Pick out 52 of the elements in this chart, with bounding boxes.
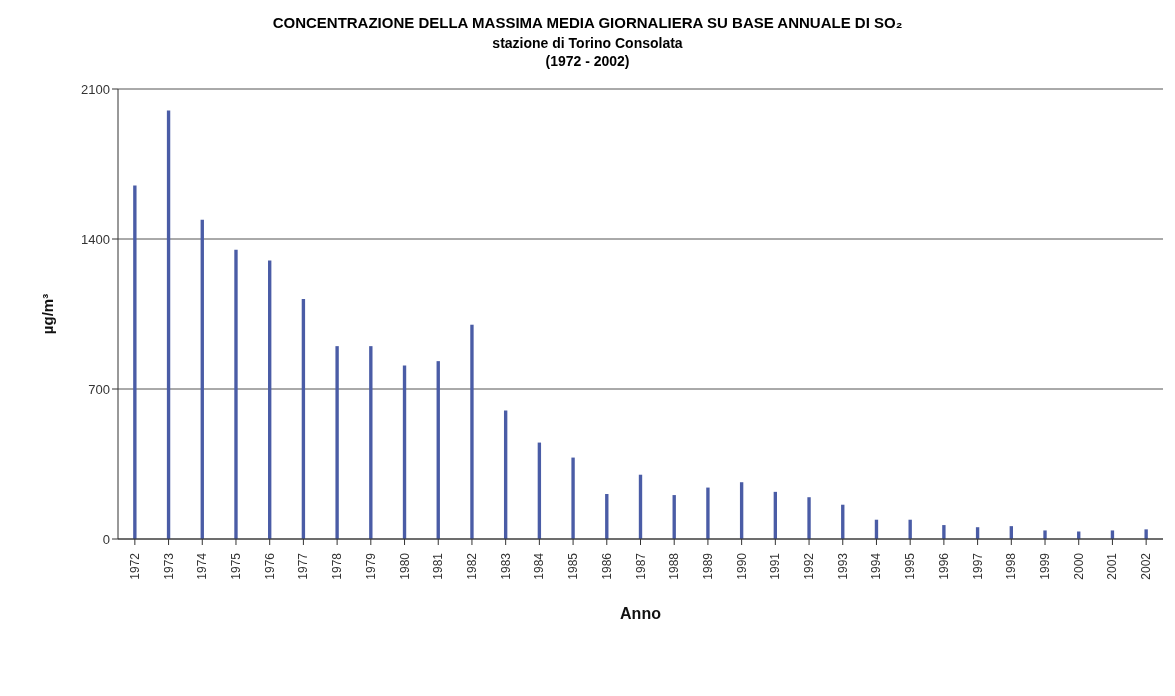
bar [706, 487, 710, 539]
x-tick-label: 1981 [431, 552, 446, 580]
x-tick-label: 1978 [330, 552, 345, 580]
x-tick-label: 2001 [1105, 552, 1120, 580]
x-tick-label: 1989 [700, 552, 715, 580]
y-tick-label: 2100 [81, 81, 110, 97]
bar [1144, 529, 1148, 539]
bar [1043, 530, 1047, 539]
y-axis-title: µg/m³ [39, 293, 57, 335]
x-tick-label: 1999 [1038, 552, 1053, 580]
x-tick-label: 1992 [802, 552, 817, 580]
x-tick-label: 1972 [127, 552, 142, 580]
x-tick-label: 1983 [498, 552, 513, 580]
x-tick-label: 1987 [633, 552, 648, 580]
x-tick-label: 2000 [1071, 552, 1086, 580]
chart-subtitle: stazione di Torino Consolata [491, 35, 684, 51]
x-axis-title: Anno [620, 605, 662, 622]
x-tick-label: 1997 [970, 552, 985, 580]
y-tick-label: 1400 [81, 231, 110, 247]
x-tick-label: 1993 [835, 552, 850, 580]
bar [234, 249, 238, 539]
x-tick-label: 1985 [566, 552, 581, 580]
y-tick-label: 0 [102, 531, 110, 547]
x-tick-label: 1977 [296, 552, 311, 580]
bar [807, 497, 811, 539]
x-tick-label: 1979 [363, 552, 378, 580]
bar [133, 185, 137, 539]
bar [571, 457, 575, 539]
x-tick-label: 1994 [869, 552, 884, 580]
bar [908, 519, 912, 539]
text: (1972 - 2002) [544, 53, 631, 69]
bar [369, 346, 373, 539]
bar [470, 324, 474, 539]
x-tick-label: 1995 [903, 552, 918, 580]
x-tick-label: 1998 [1004, 552, 1019, 580]
x-tick-label: 1991 [768, 552, 783, 580]
bar [942, 525, 946, 539]
x-tick-label: 1984 [532, 552, 547, 580]
x-tick-label: 1990 [734, 552, 749, 580]
x-tick-label: 1976 [262, 552, 277, 580]
x-tick-label: 1982 [464, 552, 479, 580]
x-tick-label: 1975 [228, 552, 243, 580]
y-tick-label: 700 [88, 381, 110, 397]
x-tick-label: 1974 [195, 552, 210, 580]
x-tick-label: 1986 [599, 552, 614, 580]
x-tick-label: 1996 [936, 552, 951, 580]
chart-title: CONCENTRAZIONE DELLA MASSIMA MEDIA GIORNALIERA SU BASE ANNUALE DI SO₂ [271, 14, 904, 31]
x-tick-label: 1988 [667, 552, 682, 580]
x-tick-label: 2002 [1139, 552, 1154, 580]
x-tick-label: 1973 [161, 552, 176, 580]
bar [335, 346, 339, 539]
x-tick-label: 1980 [397, 552, 412, 580]
